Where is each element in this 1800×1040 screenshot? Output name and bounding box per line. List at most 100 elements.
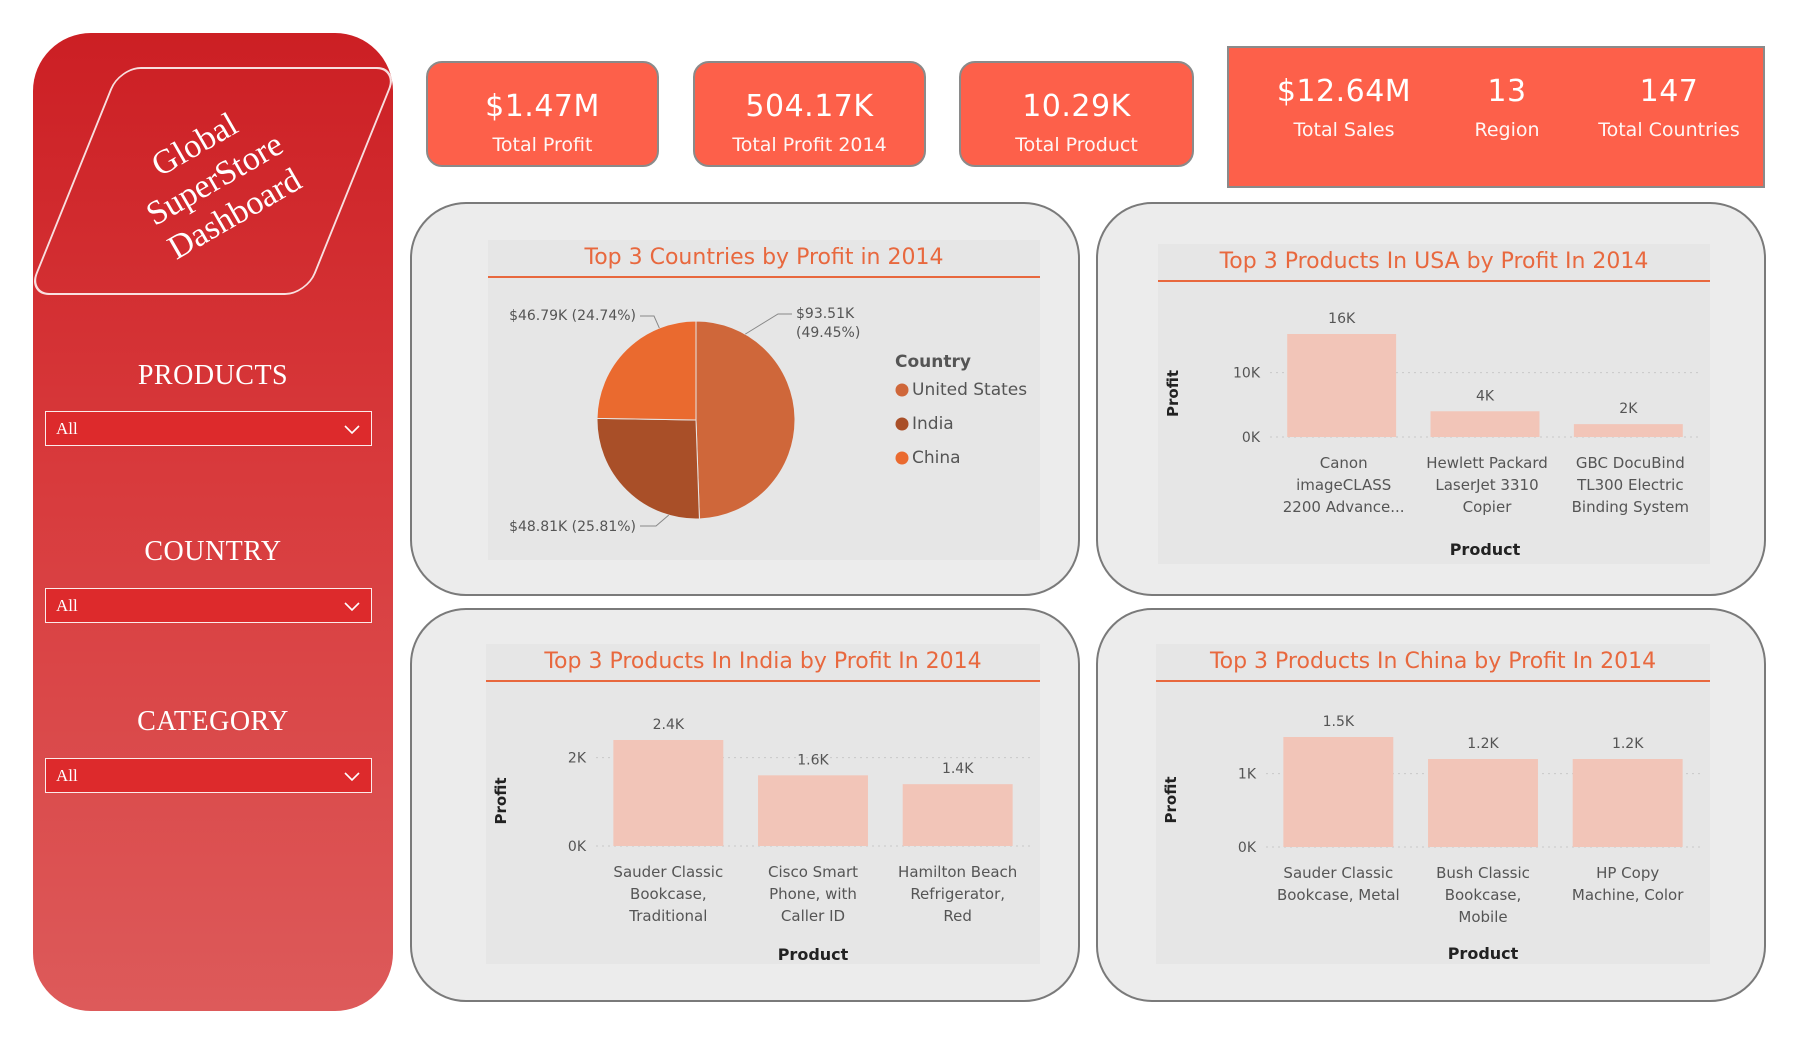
kpi-total-product: 10.29K Total Product xyxy=(959,61,1194,167)
bar[interactable] xyxy=(1428,759,1538,847)
y-axis-title: Profit xyxy=(1164,370,1182,417)
x-axis-title: Product xyxy=(1450,540,1521,559)
panel-china-products: Top 3 Products In China by Profit In 201… xyxy=(1096,608,1766,1002)
kpi-region: 13 Region xyxy=(1422,48,1592,141)
x-axis-title: Product xyxy=(1448,944,1519,963)
x-tick-label: Hewlett Packard xyxy=(1426,454,1548,472)
x-tick-label: Sauder Classic xyxy=(613,863,723,881)
x-tick-label: Traditional xyxy=(628,907,707,925)
y-tick-label: 10K xyxy=(1233,366,1261,382)
chart-area: Top 3 Products In China by Profit In 201… xyxy=(1156,644,1710,964)
kpi-label: Total Product xyxy=(1015,134,1138,156)
pie-label-india: $48.81K (25.81%) xyxy=(509,519,636,535)
bar[interactable] xyxy=(902,784,1013,846)
bar[interactable] xyxy=(613,740,724,846)
x-tick-label: Bookcase, xyxy=(630,885,707,903)
pie-slice-united-states[interactable] xyxy=(695,320,796,520)
x-tick-label: Hamilton Beach xyxy=(898,863,1017,881)
pie-slice-india[interactable] xyxy=(596,417,700,520)
leader-line xyxy=(640,514,670,527)
chevron-down-icon xyxy=(344,771,360,781)
kpi-label: Total Sales xyxy=(1293,119,1395,141)
country-filter-dropdown[interactable]: All xyxy=(45,588,372,623)
kpi-total-profit-2014: 504.17K Total Profit 2014 xyxy=(693,61,926,167)
legend: Country United States India China xyxy=(895,352,1027,468)
x-tick-label: Copier xyxy=(1463,498,1513,516)
legend-marker[interactable] xyxy=(895,383,909,397)
kpi-value: 13 xyxy=(1487,74,1527,109)
y-tick-label: 2K xyxy=(568,751,587,767)
category-filter-label: CATEGORY xyxy=(137,706,289,737)
x-tick-label: Binding System xyxy=(1572,498,1689,516)
x-tick-label: Caller ID xyxy=(781,907,845,925)
bar[interactable] xyxy=(1573,424,1683,437)
x-tick-label: Sauder Classic xyxy=(1283,864,1393,882)
pie-data-labels: $93.51K (49.45%) $48.81K (25.81%) $46.79K (… xyxy=(509,306,860,535)
kpi-value: 147 xyxy=(1639,74,1699,109)
x-tick-label: Cisco Smart xyxy=(768,863,858,881)
pie-label-china: $46.79K (24.74%) xyxy=(509,308,636,324)
x-tick-label: imageCLASS xyxy=(1296,476,1391,494)
bar-data-label: 16K xyxy=(1328,311,1356,327)
x-tick-label: Bookcase, Metal xyxy=(1277,886,1400,904)
bar[interactable] xyxy=(758,775,868,846)
legend-item-united-states: United States xyxy=(912,380,1027,400)
bar[interactable] xyxy=(1287,334,1397,437)
kpi-value: 10.29K xyxy=(1022,89,1131,124)
pie-label-united-states-pct: (49.45%) xyxy=(796,325,860,341)
x-tick-label: Refrigerator, xyxy=(910,885,1005,903)
panel-india-products: Top 3 Products In India by Profit In 201… xyxy=(410,608,1080,1002)
category-filter-value: All xyxy=(56,765,78,785)
bar-chart-usa: Profit 0K 10K 16K Canon imageCLASS 2200 Advanc… xyxy=(1164,311,1700,559)
leader-line xyxy=(744,313,792,335)
y-axis-title: Profit xyxy=(492,778,510,825)
bar[interactable] xyxy=(1283,737,1394,847)
kpi-group: $12.64M Total Sales 13 Region 147 Total … xyxy=(1227,46,1765,188)
x-tick-label: Canon xyxy=(1320,454,1368,472)
bar-data-label: 1.4K xyxy=(942,761,974,777)
bar[interactable] xyxy=(1572,759,1683,847)
kpi-value: $12.64M xyxy=(1276,74,1412,109)
kpi-value: $1.47M xyxy=(485,89,600,124)
legend-marker[interactable] xyxy=(895,417,909,431)
x-tick-label: Phone, with xyxy=(769,885,857,903)
x-tick-label: Bookcase, xyxy=(1445,886,1522,904)
pie-chart: $93.51K (49.45%) $48.81K (25.81%) $46.79K (… xyxy=(509,306,1027,535)
bar-data-label: 1.5K xyxy=(1323,714,1355,730)
y-tick-label: 0K xyxy=(1238,840,1257,856)
x-axis-title: Product xyxy=(778,945,849,964)
pie-slice-china[interactable] xyxy=(596,320,697,421)
kpi-total-sales: $12.64M Total Sales xyxy=(1259,48,1429,141)
kpi-label: Total Profit 2014 xyxy=(732,134,887,156)
x-tick-label: Red xyxy=(943,907,972,925)
x-tick-label: TL300 Electric xyxy=(1576,476,1684,494)
leader-line xyxy=(640,315,660,329)
panel-top-countries: Top 3 Countries by Profit in 2014 $93.51… xyxy=(410,202,1080,596)
chart-title: Top 3 Products In India by Profit In 201… xyxy=(486,644,1040,682)
chart-title: Top 3 Products In USA by Profit In 2014 xyxy=(1158,244,1710,282)
products-filter-label: PRODUCTS xyxy=(137,360,289,391)
category-filter-dropdown[interactable]: All xyxy=(45,758,372,793)
legend-item-india: India xyxy=(912,414,954,434)
chart-title: Top 3 Countries by Profit in 2014 xyxy=(488,240,1040,278)
bar-data-label: 2.4K xyxy=(653,717,685,733)
x-tick-label: 2200 Advance... xyxy=(1283,498,1405,516)
bar-data-label: 2K xyxy=(1619,401,1638,417)
products-filter-dropdown[interactable]: All xyxy=(45,411,372,446)
kpi-label: Total Profit xyxy=(492,134,593,156)
bar-data-label: 1.2K xyxy=(1612,736,1644,752)
x-tick-label: HP Copy xyxy=(1596,864,1659,882)
x-tick-label: Bush Classic xyxy=(1436,864,1530,882)
legend-marker[interactable] xyxy=(895,451,909,465)
pie-label-united-states: $93.51K xyxy=(796,306,855,322)
y-tick-label: 0K xyxy=(568,839,587,855)
y-axis-title: Profit xyxy=(1162,777,1180,824)
y-tick-label: 1K xyxy=(1238,767,1257,783)
chart-area: Top 3 Products In India by Profit In 201… xyxy=(486,644,1040,964)
bar[interactable] xyxy=(1430,411,1540,437)
chart-area: Top 3 Countries by Profit in 2014 $93.51… xyxy=(488,240,1040,560)
bar-data-label: 1.2K xyxy=(1467,736,1499,752)
x-tick-label: GBC DocuBind xyxy=(1576,454,1685,472)
x-tick-label: Machine, Color xyxy=(1572,886,1684,904)
kpi-value: 504.17K xyxy=(745,89,874,124)
